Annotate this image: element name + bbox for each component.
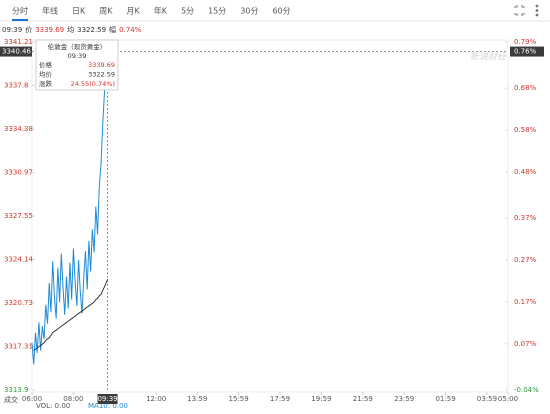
y2-tick-label: -0.04% (514, 386, 539, 394)
y2-tick-label: 0.07% (514, 340, 537, 348)
tab-bar (0, 0, 550, 21)
fullscreen-icon[interactable] (514, 5, 525, 16)
info-change-label: 幅 (109, 25, 116, 34)
x-tick-label: 17:59 (270, 395, 290, 403)
watermark: 新浪财经 (470, 52, 507, 63)
tooltip-key: 均价 (39, 70, 53, 79)
x-tick-label: 03:59 (477, 395, 497, 403)
crosshair-x-label: 09:39 (97, 395, 117, 403)
tabs: 分时 年线 日K 周K 月K 年K 5分 15分 30分 60分 (12, 6, 291, 21)
x-tick-label: 05:00 (498, 395, 518, 403)
tooltip-key: 价格 (39, 60, 53, 69)
tooltip: 伦敦金（现货黄金）09:39 价格 3339.69 均价 3322.59 涨跌 24.55(… (35, 39, 119, 91)
y-tick-label: 3313.9 (4, 386, 29, 394)
tooltip-value: 3322.59 (88, 71, 115, 79)
tab[interactable]: 分时 (12, 6, 28, 16)
y2-tick-label: 0.68% (514, 84, 537, 92)
x-tick-label: 01:59 (435, 395, 455, 403)
tab[interactable]: 5分 (181, 7, 194, 16)
x-tick-label: 06:00 (22, 395, 42, 403)
crosshair-y-box (0, 46, 32, 57)
info-price: 3339.69 (35, 26, 64, 34)
crosshair-y2-label: 0.76% (514, 48, 537, 56)
info-price-label: 价 (25, 26, 32, 34)
y-tick-label: 3324.14 (4, 256, 33, 264)
y-tick-label: 3334.38 (4, 125, 33, 133)
y-tick-label: 3341.21 (4, 38, 33, 46)
volume-title: 成交 (4, 395, 18, 404)
tooltip-value: 24.55(0.74%) (71, 80, 115, 88)
tab[interactable]: 周K (99, 7, 113, 16)
y-tick-label: 3337.8 (4, 81, 29, 89)
menu-dot[interactable] (535, 9, 539, 12)
tab[interactable]: 60分 (272, 7, 290, 16)
y-tick-label: 3330.97 (4, 168, 33, 176)
tooltip-value: 3339.69 (88, 61, 115, 69)
x-tick-label: 12:00 (146, 395, 166, 403)
x-tick-label: 08:00 (63, 395, 83, 403)
info-avg: 3322.59 (77, 26, 106, 34)
y-tick-label: 3317.31 (4, 343, 33, 351)
info-change: 0.74% (119, 26, 142, 34)
series-line (33, 279, 108, 351)
x-tick-label: 23:59 (394, 395, 414, 403)
info-time: 09:39 (2, 26, 22, 34)
footer: 成交 VOL: 0.00 MA10: 0.00 (4, 395, 128, 410)
tab[interactable]: 月K (127, 7, 141, 16)
tooltip-key: 涨跌 (39, 79, 53, 88)
y2-tick-label: 0.37% (514, 214, 537, 222)
info-line: 09:39 价 3339.69 均 3322.59 幅 0.74% (2, 25, 142, 34)
tooltip-box (35, 39, 119, 91)
x-tick-label: 13:59 (187, 395, 207, 403)
y2-tick-label: 0.27% (514, 256, 537, 264)
x-tick-label: 21:59 (353, 395, 373, 403)
tab[interactable]: 日K (72, 7, 86, 16)
tab[interactable]: 30分 (240, 7, 258, 16)
x-tick-label: 15:59 (229, 395, 249, 403)
tooltip-time: 09:39 (68, 52, 87, 60)
y2-tick-label: 0.17% (514, 298, 537, 306)
plot-frame (31, 39, 509, 393)
x-tick-label: 19:59 (311, 395, 331, 403)
tab[interactable]: 年线 (42, 6, 58, 16)
y-tick-label: 3320.73 (4, 299, 33, 307)
menu-dot[interactable] (535, 4, 539, 8)
series-line (31, 61, 109, 365)
toolbar-icons[interactable] (514, 4, 539, 17)
crosshair-y-label: 3340.46 (2, 48, 31, 56)
tooltip-title: 伦敦金（现货黄金） (48, 42, 107, 51)
tab[interactable]: 15分 (208, 7, 226, 16)
y-tick-label: 3327.55 (4, 212, 33, 220)
crosshair-y2-box (510, 46, 544, 57)
volume-value: VOL: 0.00 (36, 402, 70, 410)
y2-tick-label: 0.48% (514, 168, 537, 176)
info-avg-label: 均 (67, 25, 74, 34)
tab[interactable]: 年K (154, 6, 168, 16)
menu-dot[interactable] (535, 13, 539, 17)
ma-value: MA10: 0.00 (88, 402, 128, 410)
y2-tick-label: 0.79% (514, 38, 537, 46)
y2-tick-label: 0.58% (514, 126, 537, 134)
crosshair-x-box (97, 394, 118, 404)
